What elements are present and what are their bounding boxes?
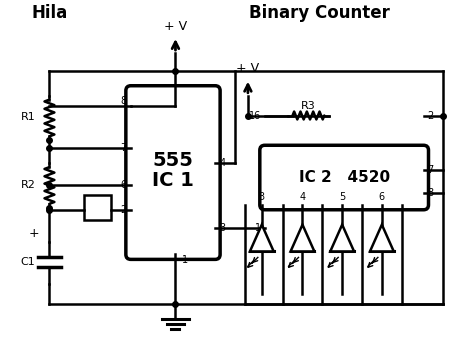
Polygon shape [291,225,314,251]
Text: 1: 1 [255,222,261,233]
Text: 8: 8 [121,96,127,105]
Text: 8: 8 [428,188,434,198]
Polygon shape [330,225,354,251]
Text: 3: 3 [259,192,265,202]
Text: 555: 555 [153,151,194,170]
Text: R2: R2 [21,180,35,190]
Text: Binary Counter: Binary Counter [249,4,390,22]
FancyBboxPatch shape [84,195,111,220]
Text: 1: 1 [182,255,188,265]
Text: R1: R1 [21,112,35,122]
Polygon shape [250,225,274,251]
Text: + V: + V [236,62,260,75]
Text: Hila: Hila [32,4,68,22]
FancyBboxPatch shape [126,86,220,260]
Text: 5: 5 [339,192,345,202]
Text: 7: 7 [121,143,127,153]
FancyBboxPatch shape [260,145,429,210]
Text: 3: 3 [219,222,225,233]
Text: 16: 16 [249,111,261,121]
Text: C1: C1 [21,257,35,267]
Polygon shape [370,225,394,251]
Text: R3: R3 [301,100,316,111]
Text: 2: 2 [121,205,127,215]
Text: 4: 4 [300,192,306,202]
Text: + V: + V [164,20,187,33]
Text: 2: 2 [428,111,434,121]
Text: IC 2   4520: IC 2 4520 [299,170,390,185]
Text: IC 1: IC 1 [152,171,194,190]
Text: 6: 6 [379,192,385,202]
Text: 4: 4 [219,158,225,168]
Text: +: + [28,227,39,240]
Text: 6: 6 [121,180,127,190]
Text: 7: 7 [428,165,434,175]
